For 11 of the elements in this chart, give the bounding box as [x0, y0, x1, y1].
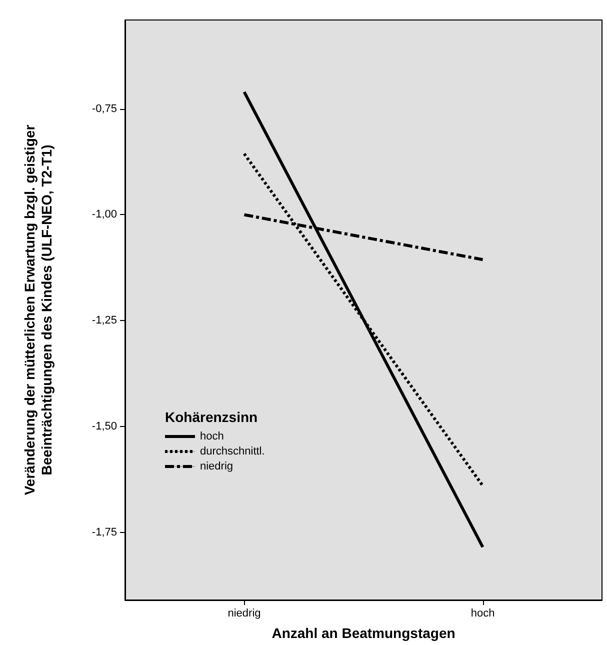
y-tick-label: -1,75: [92, 526, 117, 538]
legend-label: hoch: [200, 430, 224, 442]
y-tick-label: -1,00: [92, 208, 117, 221]
y-tick-label: -1,25: [92, 314, 117, 327]
y-tick-label: -0,75: [92, 102, 117, 115]
legend-label: durchschnittl.: [200, 446, 265, 458]
legend-title: Kohärenzsinn: [165, 409, 258, 425]
x-axis-title: Anzahl an Beatmungstagen: [272, 625, 456, 641]
y-tick-label: -1,50: [92, 420, 117, 432]
y-axis-title: Veränderung der mütterlichen Erwartung bzgl. geistiger Beeinträchtigungen des Kindes (ULF-NEO, T2-T1): [22, 124, 54, 496]
legend-label: niedrig: [200, 460, 234, 472]
